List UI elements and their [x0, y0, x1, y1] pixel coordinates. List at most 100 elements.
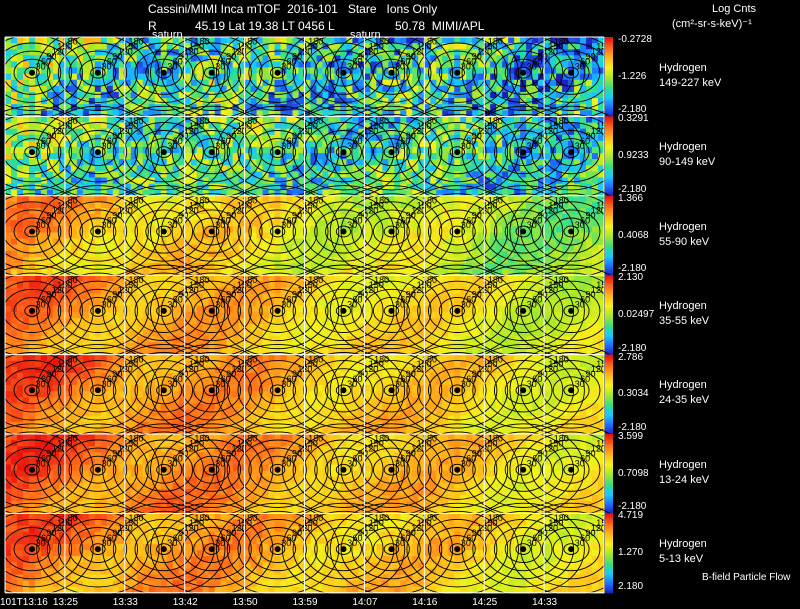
colorbar-segment: [605, 132, 613, 135]
contour-line: [383, 543, 400, 555]
contour-label: 150: [483, 42, 498, 52]
contour-label: 60: [400, 454, 410, 464]
contour-label: 150: [548, 42, 563, 52]
contour-label: 180: [129, 37, 144, 47]
contour-line: [383, 66, 400, 79]
contour-line: [79, 535, 117, 564]
contour-label: 180: [554, 196, 569, 206]
contour-line: [57, 439, 138, 500]
contour-line: [47, 272, 149, 350]
colorbar-segment: [605, 439, 613, 443]
colorbar-segment: [605, 572, 613, 576]
contour-label: 60: [466, 136, 476, 146]
contour-label: 90: [292, 131, 302, 141]
contour-line: [269, 146, 286, 158]
contour-label: 120: [591, 444, 606, 454]
contour-line: [406, 431, 509, 508]
colorbar-segment: [605, 330, 613, 334]
species-label: Hydrogen: [659, 379, 707, 392]
contour-line: [79, 455, 117, 484]
contour-label: 90: [292, 528, 302, 538]
contour-label: 60: [400, 136, 410, 146]
contour-label: 150: [189, 439, 204, 449]
colorbar-tick: 3.599: [618, 431, 644, 442]
contour-label: 30: [347, 141, 357, 151]
colorbar-segment: [605, 64, 613, 68]
contour-line: [145, 535, 183, 564]
contour-label: 90: [358, 449, 368, 459]
colorbar-segment: [605, 275, 613, 278]
colorbar-segment: [605, 513, 613, 516]
colorbar-segment: [605, 92, 613, 96]
contour-line: [24, 66, 40, 79]
colorbar-segment: [605, 368, 613, 371]
colorbar-segment: [605, 304, 613, 308]
contour-line: [372, 217, 410, 246]
colorbar-segment: [605, 293, 613, 296]
contour-label: 90: [538, 210, 548, 220]
colorbar-segment: [605, 535, 613, 538]
contour-label: 120: [543, 47, 558, 57]
time-tick-label: 101T13:16: [0, 597, 48, 608]
contour-label: 30: [527, 538, 537, 548]
colorbar-segment: [605, 374, 613, 377]
flow-marker: [29, 307, 35, 314]
contour-label: 120: [184, 205, 199, 215]
contour-line: [428, 50, 487, 95]
colorbar-segment: [605, 66, 613, 70]
contour-label: 30: [347, 300, 357, 310]
contour-label: 150: [123, 518, 138, 528]
colorbar-segment: [605, 189, 613, 193]
colorbar-segment: [605, 426, 613, 429]
contour-line: [182, 447, 241, 492]
contour-line: [171, 439, 252, 500]
contour-label: 90: [472, 449, 482, 459]
flow-marker: [520, 307, 527, 314]
contour-label: 180: [488, 196, 503, 206]
contour-line: [226, 113, 329, 191]
contour-label: 180: [242, 37, 257, 47]
contour-label: 60: [287, 295, 297, 305]
contour-line: [123, 121, 204, 183]
contour-label: 90: [472, 210, 482, 220]
contour-line: [520, 352, 622, 429]
contour-label: 90: [112, 52, 122, 62]
contour-line: [182, 288, 241, 333]
colorbar-segment: [605, 356, 613, 360]
flow-marker: [388, 69, 395, 76]
colorbar-segment: [605, 88, 613, 92]
colorbar-segment: [605, 219, 613, 223]
contour-line: [340, 272, 443, 350]
colorbar-segment: [605, 289, 613, 292]
colorbar-segment: [605, 48, 613, 52]
contour-label: 90: [178, 369, 188, 379]
contour-line: [269, 543, 286, 555]
colorbar-segment: [605, 404, 613, 407]
contour-line: [351, 121, 432, 183]
flow-marker: [454, 307, 461, 314]
contour-label: 150: [548, 359, 563, 369]
flow-marker: [94, 466, 101, 473]
contour-line: [449, 384, 465, 397]
contour-line: [504, 376, 542, 405]
contour-line: [193, 376, 231, 405]
time-tick-label: 14:33: [532, 597, 558, 608]
contour-label: 180: [308, 434, 323, 444]
colorbar-segment: [605, 106, 613, 109]
colorbar-segment: [605, 567, 613, 570]
contour-label: 150: [303, 359, 318, 369]
colorbar-segment: [605, 146, 613, 149]
contour-line: [325, 138, 362, 167]
colorbar-segment: [605, 362, 613, 366]
contour-line: [428, 527, 487, 572]
contour-label: 30: [281, 61, 291, 71]
flow-marker: [340, 466, 347, 473]
contour-label: 30: [575, 220, 585, 230]
colorbar-segment: [605, 376, 613, 379]
colorbar-segment: [605, 344, 613, 348]
colorbar-segment: [605, 483, 613, 487]
contour-line: [134, 447, 194, 492]
contour-label: 150: [369, 121, 384, 131]
contour-line: [520, 431, 622, 508]
contour-label: 30: [167, 300, 177, 310]
